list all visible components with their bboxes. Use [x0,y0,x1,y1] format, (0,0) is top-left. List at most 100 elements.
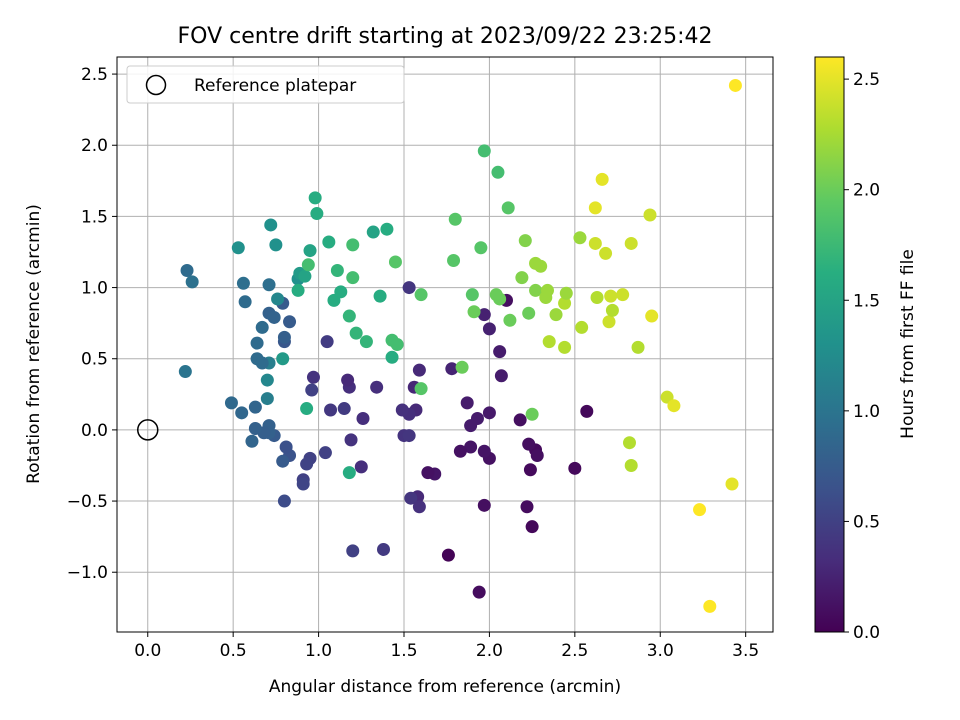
data-point [308,191,322,205]
data-point [464,440,478,454]
x-tick-label: 3.0 [647,641,674,661]
colorbar-ticks: 0.0 0.5 1.0 1.5 2.0 2.5 [844,70,880,643]
y-tick-label: 0.0 [81,421,108,441]
data-point [599,246,613,260]
colorbar-gradient [814,56,845,633]
chart-title: FOV centre drift starting at 2023/09/22 … [178,24,713,49]
data-point [269,238,283,252]
data-point [518,234,532,248]
data-point [260,392,274,406]
data-point [472,585,486,599]
data-point [262,278,276,292]
data-point [515,271,529,285]
data-point [493,345,507,359]
data-point [373,289,387,303]
data-point [390,338,404,351]
data-point [180,263,194,277]
data-point [588,236,602,250]
data-point [324,403,338,417]
data-point [377,542,390,556]
data-point [342,309,356,323]
data-point [604,289,618,303]
data-point [318,446,332,460]
data-point [477,444,491,458]
y-tick-label: 0.5 [81,350,108,370]
data-point [525,407,539,421]
data-point [542,335,556,349]
data-point [276,454,290,468]
data-point [522,437,536,451]
data-point [728,78,742,92]
data-point [520,500,534,514]
data-point [725,477,739,491]
data-point [370,380,384,394]
data-point [291,283,305,297]
legend-box [126,65,405,104]
legend-entry-label: Reference platepar [194,76,356,96]
data-point [322,235,336,249]
legend-marker-icon [145,74,167,96]
data-point [346,271,360,285]
data-point [342,466,356,480]
data-point [465,288,479,302]
x-tick-label: 3.5 [732,641,759,661]
data-point [330,263,344,277]
data-point [402,429,416,443]
data-point [445,362,459,376]
data-point [525,520,539,534]
data-point [414,288,428,302]
x-axis-label: Angular distance from reference (arcmin) [269,677,621,697]
data-point [529,283,543,297]
data-point [467,305,481,319]
data-point [255,320,269,334]
data-point [493,292,507,306]
data-point [494,369,508,383]
data-point [277,330,291,344]
data-point [388,255,402,269]
data-point [238,295,252,309]
data-point [412,500,426,514]
data-point [248,421,262,435]
data-point [645,309,659,323]
data-point [477,308,491,322]
data-point [300,402,314,416]
data-point [303,244,317,258]
data-point [523,463,537,477]
data-point [541,283,554,297]
y-tick-label: 2.0 [81,136,108,156]
data-point [267,310,281,324]
x-tick-label: 1.5 [390,641,417,661]
colorbar-tick-label: 1.0 [853,402,880,422]
data-point [441,548,455,562]
data-point [310,207,324,221]
data-point [501,201,515,215]
y-tick-label: 2.5 [81,65,108,85]
data-point [693,503,707,517]
data-point [605,303,619,317]
data-point [349,326,363,340]
data-point [464,419,478,433]
data-point [549,308,563,322]
data-point [283,315,297,329]
data-point [412,363,426,377]
data-point [588,201,602,215]
data-point [623,436,636,450]
data-point [414,382,428,396]
data-point [575,320,589,334]
data-point [421,466,435,480]
data-point [236,276,250,290]
data-point [447,254,461,268]
x-axis-ticks: 0.0 0.5 1.0 1.5 2.0 2.5 3.0 3.5 [134,632,759,661]
data-point [559,286,573,300]
colorbar-tick-label: 2.5 [853,70,880,90]
data-point [301,258,315,272]
data-point [580,404,594,418]
x-tick-label: 2.0 [476,641,503,661]
data-point [522,306,536,320]
data-point [276,352,290,366]
data-point [404,491,418,505]
data-point [320,335,334,349]
x-tick-label: 0.5 [220,641,247,661]
data-point [395,403,409,417]
